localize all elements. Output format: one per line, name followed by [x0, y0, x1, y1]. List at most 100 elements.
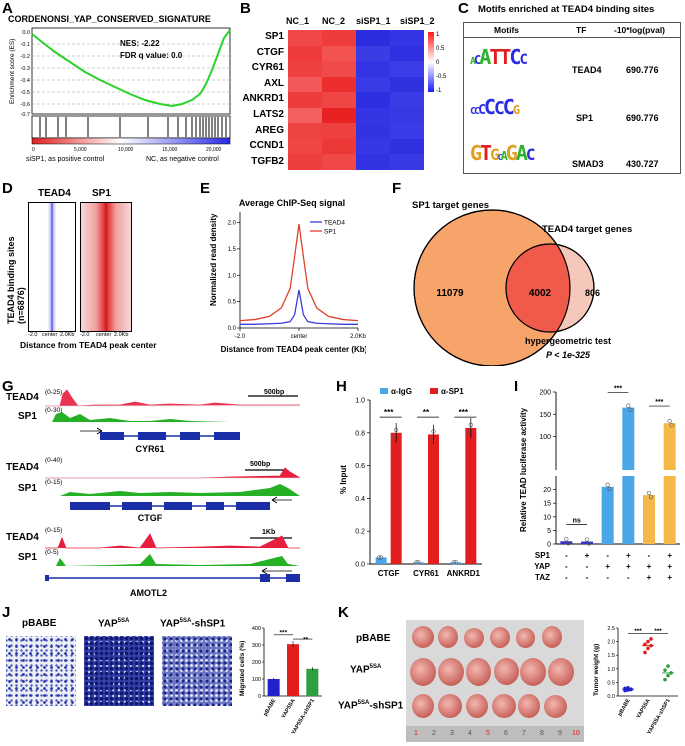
- h-sig-label: **: [423, 408, 430, 417]
- hm-d-ylabel: TEAD4 binding sites (n=6876): [6, 236, 26, 324]
- i-condition-label: SP1: [535, 551, 551, 560]
- i-point: [648, 494, 654, 500]
- ruler: 1 2 3 4 5 6 7 8 9 10: [406, 726, 584, 742]
- i-point: [646, 490, 652, 496]
- k-point: [643, 650, 647, 655]
- i-condition-mark: -: [565, 573, 568, 582]
- i-condition-mark: +: [605, 562, 610, 571]
- i-ytick-label: 15: [543, 501, 551, 508]
- gsea-ytick: -0.2: [21, 54, 30, 60]
- motif-table-header: Motifs TF -10*log(pval): [464, 23, 680, 38]
- gene-label-ctgf: CTGF: [138, 513, 163, 523]
- h-point: [453, 560, 458, 565]
- j-ytick-label: 100: [252, 677, 261, 683]
- gsea-ytick-labels: 0.0 -0.1 -0.2 -0.3 -0.4 -0.5 -0.6 -0.7: [21, 30, 30, 118]
- tick: -2.0: [80, 332, 90, 338]
- motif-tf: SMAD3: [572, 159, 604, 169]
- svg-text:5,000: 5,000: [74, 147, 87, 153]
- e-series-line-sp1: [239, 224, 359, 322]
- j-bar: [306, 668, 319, 696]
- motif-logo-tead4: ACATTCC: [470, 45, 528, 69]
- i-sig-label: ***: [614, 386, 622, 393]
- i-bar-upper: [663, 423, 676, 470]
- h-point: [377, 555, 382, 560]
- k-point: [646, 639, 650, 644]
- e-xtick-label: -2.0: [235, 334, 246, 340]
- h-bar: [413, 562, 424, 564]
- track-range: (0-40): [45, 457, 62, 464]
- luciferase-chart: 0 5 10 15 20 100 150 200 Relative TEAD luciferas…: [519, 386, 680, 582]
- h-sig-label: ***: [459, 408, 469, 417]
- gsea-plot: 0.0 -0.1 -0.2 -0.3 -0.4 -0.5 -0.6 -0.7 E…: [9, 27, 231, 163]
- gsea-left-label: siSP1, as positive control: [26, 156, 105, 163]
- panel-label-b: B: [240, 0, 251, 17]
- i-point: [669, 423, 674, 428]
- venn-sp1-only: 11079: [436, 288, 464, 299]
- i-bar-lower: [663, 476, 676, 544]
- tick: center: [96, 332, 112, 338]
- j-ytick-label: 200: [252, 660, 261, 666]
- i-condition-label: YAP: [534, 562, 550, 571]
- i-condition-mark: +: [647, 573, 652, 582]
- track-sp1-label: SP1: [18, 483, 37, 494]
- hm-gene-label: LATS2: [253, 108, 284, 120]
- i-ytick-label: 200: [539, 390, 551, 397]
- i-sig-label: ns: [573, 517, 581, 524]
- track-range: (0-5): [45, 549, 59, 556]
- e-xtick-label: 2.0Kb: [350, 334, 366, 340]
- k-point: [666, 673, 670, 678]
- k-point: [643, 642, 647, 647]
- hm-col-label: NC_2: [322, 16, 346, 26]
- motif-header-motifs: Motifs: [494, 25, 520, 35]
- i-ytick-label: 100: [539, 434, 551, 441]
- motif-header-score: -10*log(pval): [614, 25, 666, 35]
- h-bar: [390, 432, 402, 564]
- tick: center: [42, 332, 58, 338]
- track-range: (0-25): [45, 389, 62, 396]
- gsea-fdr: FDR q value: 0.0: [120, 51, 183, 60]
- i-condition-mark: -: [606, 573, 609, 582]
- k-ytick-label: 0.0: [607, 694, 615, 700]
- i-ytick-label: 5: [547, 528, 551, 535]
- heatmap-b-colorbar: [428, 32, 434, 92]
- h-point: [451, 560, 456, 565]
- panel-label-g: G: [2, 378, 14, 395]
- chipseq-chart: Average ChIP-Seq signal Normalized read …: [209, 198, 366, 354]
- track-sp1-label: SP1: [18, 411, 37, 422]
- venn-overlap: 4002: [529, 288, 552, 299]
- motif-score: 690.776: [626, 65, 659, 75]
- i-bar: [601, 486, 614, 544]
- i-point: [667, 419, 672, 424]
- h-bar: [375, 557, 387, 564]
- gene-label-amotl2: AMOTL2: [130, 588, 167, 598]
- panel-label-a: A: [2, 0, 13, 17]
- i-ylabel: Relative TEAD luciferase activity: [519, 407, 528, 532]
- gsea-ylabel: Enrichment score (ES): [9, 39, 16, 104]
- hm-gene-label: CYR61: [251, 62, 284, 74]
- panel-label-i: I: [514, 378, 519, 395]
- motif-logo-smad3: GTGCAGAC: [470, 141, 535, 165]
- track-tead4-label: TEAD4: [6, 392, 39, 403]
- i-ytick-label: 20: [543, 487, 551, 494]
- gene-label-cyr61: CYR61: [135, 444, 164, 454]
- hm-col-label: siSP1_2: [400, 16, 435, 26]
- track-range: (0-15): [45, 479, 62, 486]
- i-condition-mark: +: [626, 562, 631, 571]
- migration-image-yap5sa-shsp1: [162, 636, 232, 706]
- i-point: [607, 486, 612, 491]
- h-legend-swatch: [430, 388, 438, 394]
- i-condition-mark: +: [667, 551, 672, 560]
- e-xtick-label: center: [291, 334, 308, 340]
- k-ytick-label: 2.5: [607, 626, 615, 632]
- k-sig-label: ***: [654, 628, 662, 635]
- gsea-ytick: -0.7: [21, 112, 30, 118]
- scale-tick: 1: [436, 32, 440, 38]
- i-condition-mark: +: [626, 551, 631, 560]
- h-legend-swatch: [380, 388, 388, 394]
- i-point: [564, 537, 569, 542]
- heatmap-b-scale: 1 0.5 0 -0.5 -1: [436, 28, 446, 98]
- i-point: [586, 541, 592, 546]
- i-point: [605, 482, 610, 487]
- venn-tead4-title: TEAD4 target genes: [542, 224, 632, 235]
- j-ytick-label: 300: [252, 643, 261, 649]
